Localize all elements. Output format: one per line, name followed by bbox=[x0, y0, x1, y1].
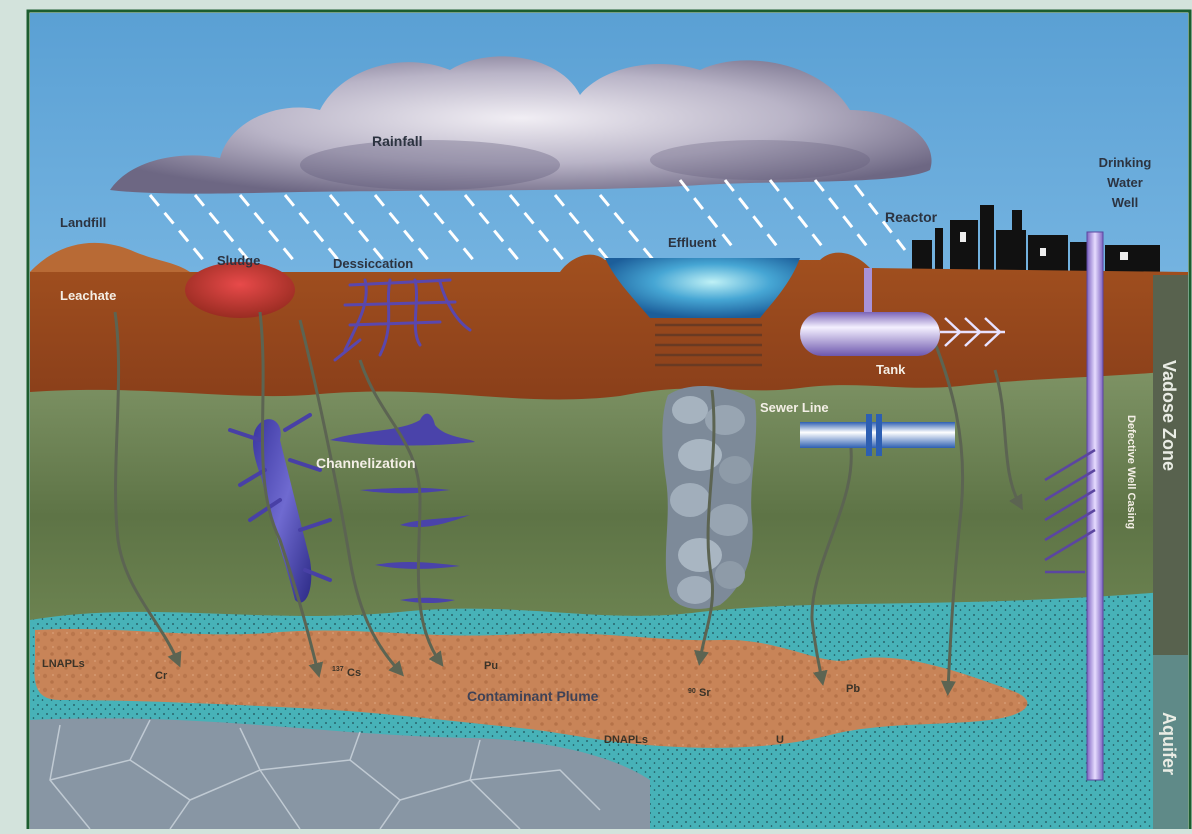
cs-label: Cs bbox=[347, 667, 361, 679]
effluent-seepage-lines bbox=[655, 323, 762, 367]
cs-mass-number: 137 bbox=[332, 666, 344, 673]
rain-streaks bbox=[148, 179, 907, 263]
drinking-well-label-line3: Well bbox=[1112, 195, 1139, 210]
reactor-silhouette bbox=[912, 205, 1160, 272]
cr-label: Cr bbox=[155, 670, 168, 682]
effluent-label: Effluent bbox=[668, 235, 717, 250]
lnapls-label: LNAPLs bbox=[42, 658, 85, 670]
vadose-zone-label: Vadose Zone bbox=[1159, 360, 1179, 471]
dessiccation-label: Dessiccation bbox=[333, 256, 413, 271]
landfill-label: Landfill bbox=[60, 215, 106, 230]
effluent-basin bbox=[605, 258, 800, 318]
sludge-label: Sludge bbox=[217, 253, 260, 268]
light-labels: Leachate Tank Sewer Line Channelization bbox=[60, 288, 906, 471]
channelization-label: Channelization bbox=[316, 455, 416, 471]
sr-label: Sr bbox=[699, 687, 711, 699]
pu-label: Pu bbox=[484, 660, 498, 672]
rain-clouds bbox=[110, 56, 932, 194]
sludge-pond bbox=[185, 262, 295, 318]
diagram-labels: Rainfall Drinking Water Well Landfill Sl… bbox=[60, 133, 1151, 271]
aquifer-label: Aquifer bbox=[1159, 712, 1179, 775]
sewer-line-label: Sewer Line bbox=[760, 400, 829, 415]
topsoil-layer bbox=[30, 251, 1188, 400]
contaminant-plume-label: Contaminant Plume bbox=[467, 688, 599, 704]
reactor-label: Reactor bbox=[885, 209, 938, 225]
sewer-line bbox=[800, 414, 955, 456]
plume-labels: LNAPLs Cr 137 Cs Pu Contaminant Plume 90… bbox=[42, 658, 860, 746]
dessiccation-cracks bbox=[333, 278, 472, 362]
contaminant-plume bbox=[34, 628, 1028, 748]
tank bbox=[800, 268, 1005, 356]
bedrock-cracks bbox=[49, 719, 601, 829]
contaminant-flow-arrows bbox=[113, 311, 1023, 696]
drinking-well-label-line1: Drinking bbox=[1099, 155, 1152, 170]
vadose-green-layer bbox=[30, 365, 1188, 640]
aquifer-band bbox=[1153, 655, 1188, 829]
leachate-label: Leachate bbox=[60, 288, 116, 303]
tank-label: Tank bbox=[876, 362, 906, 377]
dnapls-label: DNAPLs bbox=[604, 734, 648, 746]
defective-well-casing-marks bbox=[1044, 448, 1096, 574]
rainfall-label: Rainfall bbox=[372, 133, 423, 149]
drinking-well-label-line2: Water bbox=[1107, 175, 1143, 190]
sr-mass-number: 90 bbox=[688, 688, 696, 695]
u-label: U bbox=[776, 734, 784, 746]
drinking-water-well bbox=[1044, 231, 1104, 781]
vadose-zone-band bbox=[1153, 275, 1188, 655]
defective-well-casing-label: Defective Well Casing bbox=[1125, 415, 1137, 529]
landfill-mound bbox=[30, 242, 190, 272]
bedrock bbox=[30, 718, 650, 829]
pb-label: Pb bbox=[846, 683, 860, 695]
